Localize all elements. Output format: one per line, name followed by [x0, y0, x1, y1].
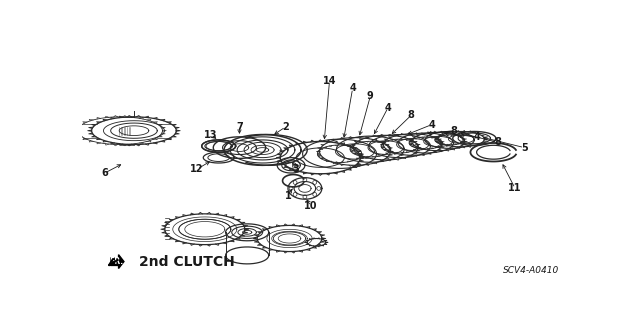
Text: SCV4-A0410: SCV4-A0410 [503, 266, 559, 275]
Text: 8: 8 [408, 110, 415, 120]
Text: 8: 8 [451, 126, 458, 136]
Text: 11: 11 [508, 183, 522, 193]
Text: 13: 13 [204, 130, 218, 139]
Text: 4: 4 [473, 132, 480, 142]
Text: FR.: FR. [109, 257, 124, 266]
Text: 3: 3 [292, 164, 299, 174]
Text: 1: 1 [285, 191, 291, 201]
Text: 10: 10 [304, 201, 318, 211]
Text: 4: 4 [349, 83, 356, 93]
Text: 14: 14 [323, 76, 336, 85]
Polygon shape [111, 255, 124, 269]
Text: 9: 9 [367, 91, 374, 101]
Text: 7: 7 [236, 122, 243, 132]
Text: 2nd CLUTCH: 2nd CLUTCH [140, 255, 235, 269]
Text: 4: 4 [429, 120, 435, 130]
Text: 2: 2 [282, 122, 289, 132]
Text: 6: 6 [101, 168, 108, 178]
Text: 12: 12 [190, 164, 204, 174]
Text: 5: 5 [521, 143, 528, 152]
Text: 4: 4 [385, 103, 392, 113]
Text: 8: 8 [494, 137, 501, 147]
